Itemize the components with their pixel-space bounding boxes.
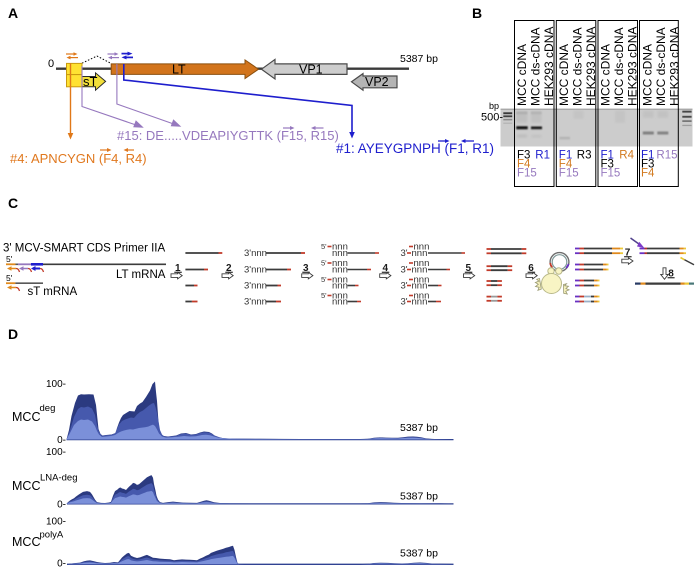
svg-text:F3: F3	[601, 159, 614, 171]
svg-text:5387 bp: 5387 bp	[400, 53, 438, 65]
svg-text:F15: F15	[517, 168, 537, 180]
svg-text:7: 7	[625, 247, 631, 258]
svg-text:3': 3'	[401, 297, 408, 308]
svg-text:5': 5'	[6, 254, 13, 264]
svg-text:MCC: MCC	[12, 479, 40, 493]
svg-text:4: 4	[383, 263, 389, 274]
svg-text:nnn: nnn	[332, 275, 348, 286]
svg-text:8: 8	[668, 268, 674, 279]
svg-text:polyA: polyA	[40, 530, 64, 541]
svg-text:nnn: nnn	[414, 242, 430, 253]
svg-text:5': 5'	[321, 259, 327, 268]
svg-text:F3: F3	[641, 159, 654, 171]
svg-text:nnn: nnn	[332, 258, 348, 269]
svg-text:3'nnn: 3'nnn	[244, 265, 267, 276]
svg-text:sT mRNA: sT mRNA	[28, 286, 78, 298]
svg-text:nnn: nnn	[414, 291, 430, 302]
svg-text:nnn: nnn	[332, 281, 348, 292]
svg-text:MCC ds-cDNA: MCC ds-cDNA	[570, 27, 584, 106]
svg-text:F4: F4	[641, 168, 655, 180]
svg-text:MCC cDNA: MCC cDNA	[640, 44, 654, 106]
svg-text:5387 bp: 5387 bp	[400, 548, 438, 560]
svg-text:F3: F3	[517, 150, 530, 162]
svg-text:F4: F4	[517, 159, 531, 171]
svg-text:nnn: nnn	[414, 275, 430, 286]
svg-text:nnn: nnn	[414, 258, 430, 269]
svg-text:nnn: nnn	[412, 265, 428, 276]
svg-text:MCC ds-cDNA: MCC ds-cDNA	[529, 27, 543, 106]
svg-text:3' MCV-SMART CDS Primer IIA: 3' MCV-SMART CDS Primer IIA	[3, 243, 165, 255]
svg-text:nnn: nnn	[332, 265, 348, 276]
svg-text:HEK293 cDNA: HEK293 cDNA	[667, 27, 681, 106]
svg-text:500-: 500-	[481, 112, 503, 124]
svg-text:B: B	[472, 5, 482, 21]
svg-text:MCC cDNA: MCC cDNA	[599, 44, 613, 106]
svg-text:5': 5'	[321, 242, 327, 251]
svg-text:R15: R15	[656, 150, 677, 162]
svg-text:nnn: nnn	[332, 248, 348, 259]
svg-text:#15: DE.....VDEAPIYGTTK (F15,: #15: DE.....VDEAPIYGTTK (F15, R15)	[117, 128, 339, 143]
svg-text:F1: F1	[601, 150, 614, 162]
svg-text:nnn: nnn	[412, 281, 428, 292]
svg-text:MCC: MCC	[12, 410, 40, 424]
svg-text:sT: sT	[83, 74, 98, 89]
svg-text:MCC: MCC	[12, 535, 40, 549]
svg-text:3': 3'	[401, 265, 408, 276]
svg-text:R3: R3	[577, 150, 592, 162]
svg-text:0-: 0-	[57, 435, 66, 446]
svg-text:nnn: nnn	[412, 248, 428, 259]
svg-text:5': 5'	[6, 273, 13, 283]
svg-text:3'nnn: 3'nnn	[244, 297, 267, 308]
svg-text:nnn: nnn	[412, 297, 428, 308]
svg-text:100-: 100-	[46, 379, 66, 390]
svg-text:LT mRNA: LT mRNA	[116, 269, 166, 281]
svg-text:3: 3	[303, 263, 309, 274]
svg-text:C: C	[8, 195, 18, 211]
svg-text:3'nnn: 3'nnn	[244, 248, 267, 259]
svg-text:F15: F15	[601, 168, 621, 180]
svg-text:5': 5'	[321, 291, 327, 300]
svg-text:3': 3'	[401, 248, 408, 259]
svg-text:nnn: nnn	[332, 297, 348, 308]
svg-text:#4: APNCYGN (F4, R4): #4: APNCYGN (F4, R4)	[10, 151, 147, 166]
svg-text:1: 1	[175, 263, 181, 274]
svg-text:5387 bp: 5387 bp	[400, 422, 438, 434]
svg-text:0-: 0-	[57, 559, 66, 570]
svg-text:F1: F1	[559, 150, 572, 162]
svg-text:R1: R1	[535, 150, 550, 162]
svg-text:VP1: VP1	[299, 63, 323, 77]
svg-text:MCC ds-cDNA: MCC ds-cDNA	[612, 27, 626, 106]
svg-text:MCC cDNA: MCC cDNA	[557, 44, 571, 106]
svg-text:LNA-deg: LNA-deg	[40, 473, 78, 484]
svg-text:nnn: nnn	[332, 291, 348, 302]
svg-text:nnn: nnn	[332, 242, 348, 253]
svg-text:3': 3'	[401, 281, 408, 292]
svg-text:R4: R4	[619, 150, 634, 162]
svg-text:100-: 100-	[46, 517, 66, 528]
svg-text:HEK293 cDNA: HEK293 cDNA	[626, 27, 640, 106]
svg-text:2: 2	[226, 263, 232, 274]
svg-text:F15: F15	[559, 168, 579, 180]
svg-text:5': 5'	[321, 275, 327, 284]
svg-text:deg: deg	[40, 403, 56, 414]
svg-text:100-: 100-	[46, 447, 66, 458]
svg-text:0-: 0-	[57, 500, 66, 511]
svg-text:5387 bp: 5387 bp	[400, 491, 438, 503]
svg-text:VP2: VP2	[365, 75, 389, 89]
svg-text:bp: bp	[489, 101, 499, 111]
svg-text:MCC ds-cDNA: MCC ds-cDNA	[654, 27, 668, 106]
svg-text:LT: LT	[172, 63, 186, 77]
svg-text:HEK293 cDNA: HEK293 cDNA	[584, 27, 598, 106]
svg-text:5: 5	[466, 263, 472, 274]
svg-text:#1: AYEYGPNPH (F1, R1): #1: AYEYGPNPH (F1, R1)	[336, 141, 494, 156]
svg-text:0: 0	[48, 58, 54, 70]
svg-text:MCC cDNA: MCC cDNA	[515, 44, 529, 106]
svg-text:A: A	[8, 5, 18, 21]
svg-text:F4: F4	[559, 159, 573, 171]
svg-text:HEK293 cDNA: HEK293 cDNA	[542, 27, 556, 106]
svg-text:6: 6	[528, 263, 534, 274]
svg-text:3'nnn: 3'nnn	[244, 281, 267, 292]
svg-text:F1: F1	[641, 150, 654, 162]
svg-text:D: D	[8, 326, 18, 342]
